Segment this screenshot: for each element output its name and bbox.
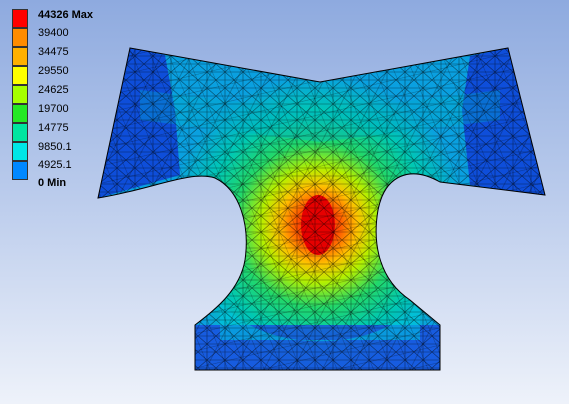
legend-label-3: 29550 — [38, 65, 69, 77]
legend-label-1: 39400 — [38, 27, 69, 39]
mesh-lines-secondary — [98, 48, 545, 370]
legend-swatch-3 — [12, 66, 28, 85]
legend-swatch-6 — [12, 123, 28, 142]
legend-label-7: 9850.1 — [38, 141, 72, 153]
legend-swatch-0 — [12, 9, 28, 28]
legend-swatch-4 — [12, 85, 28, 104]
legend-swatch-5 — [12, 104, 28, 123]
legend-swatch-1 — [12, 28, 28, 47]
legend-label-6: 14775 — [38, 122, 69, 134]
legend-swatch-2 — [12, 47, 28, 66]
legend-label-5: 19700 — [38, 103, 69, 115]
part-outline — [97, 47, 546, 371]
legend-label-2: 34475 — [38, 46, 69, 58]
legend-label-max: 44326 Max — [38, 9, 94, 21]
legend-label-8: 4925.1 — [38, 159, 72, 171]
legend-label-min: 0 Min — [38, 177, 67, 189]
legend-swatch-7 — [12, 142, 28, 161]
color-legend: 44326 Max 39400 34475 29550 24625 19700 … — [12, 9, 122, 189]
legend-swatch-8 — [12, 161, 28, 180]
legend-label-4: 24625 — [38, 84, 69, 96]
